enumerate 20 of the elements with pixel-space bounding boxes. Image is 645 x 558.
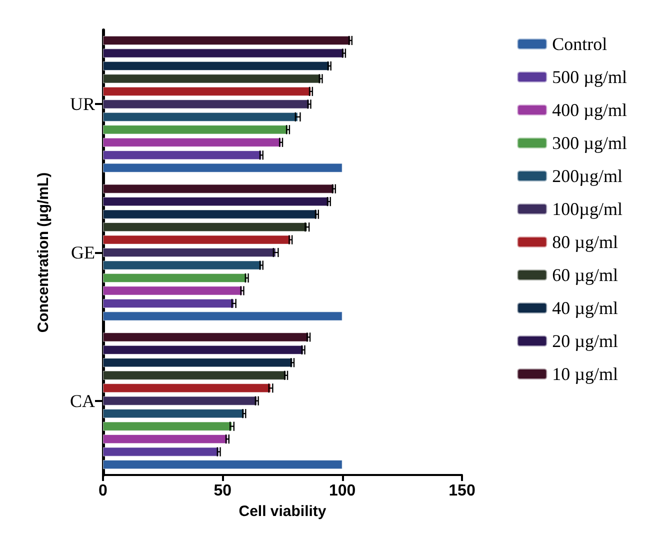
y-tick-label: CA xyxy=(70,390,95,411)
legend-label: 10 µg/ml xyxy=(552,364,618,384)
legend-label: 300 µg/ml xyxy=(552,133,627,153)
y-tick-label: GE xyxy=(71,242,95,262)
legend-label: 200µg/ml xyxy=(552,166,622,186)
legend-label: 400 µg/ml xyxy=(552,100,627,120)
legend-label: 40 µg/ml xyxy=(552,298,618,318)
y-axis-title: Concentration (µg/mL) xyxy=(35,172,52,333)
legend-label: 20 µg/ml xyxy=(552,331,618,351)
x-tick-label: 150 xyxy=(448,482,476,500)
x-tick-label: 100 xyxy=(328,482,356,500)
legend-label: 500 µg/ml xyxy=(552,67,627,87)
x-axis-title: Cell viability xyxy=(238,502,327,520)
x-tick-label: 0 xyxy=(98,482,108,500)
legend-label: 100µg/ml xyxy=(552,199,622,219)
legend-label: Control xyxy=(552,34,608,54)
legend-label: 60 µg/ml xyxy=(552,265,618,285)
x-tick-label: 50 xyxy=(214,482,232,500)
y-tick-label: UR xyxy=(70,94,95,114)
legend-label: 80 µg/ml xyxy=(552,232,618,252)
